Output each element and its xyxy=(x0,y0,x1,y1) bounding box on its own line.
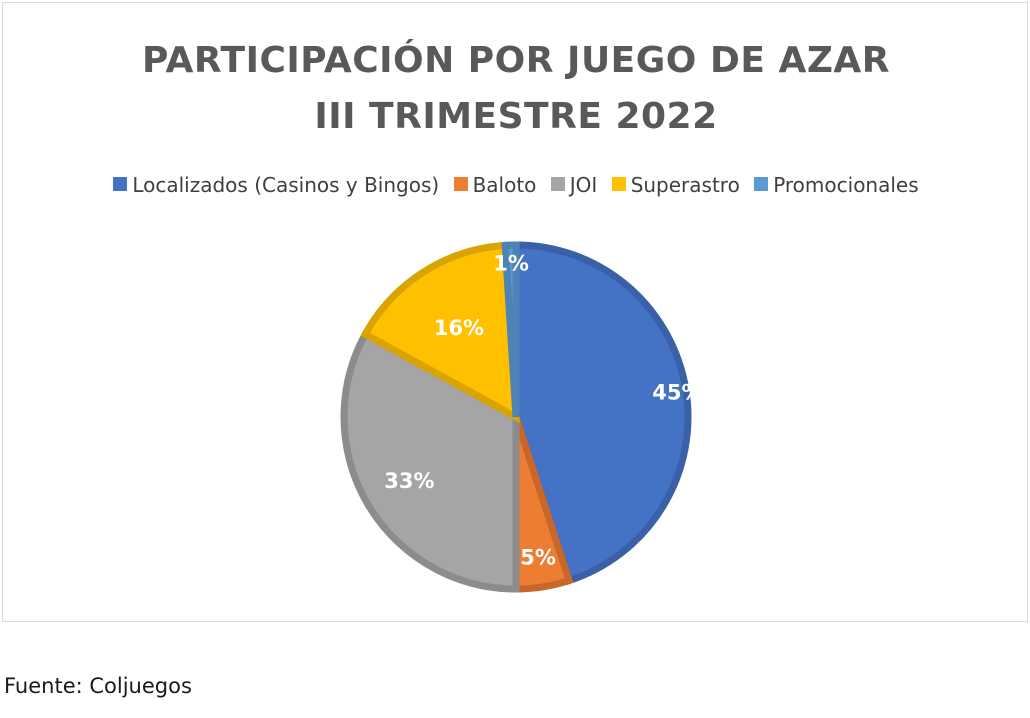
legend-swatch xyxy=(611,177,626,191)
legend-item-promocionales: Promocionales xyxy=(754,172,919,197)
legend-label: Localizados (Casinos y Bingos) xyxy=(132,172,440,197)
chart-legend: Localizados (Casinos y Bingos) Baloto JO… xyxy=(3,171,1029,197)
legend-item-joi: JOI xyxy=(550,172,598,197)
data-label: 16% xyxy=(434,316,484,340)
legend-item-localizados: Localizados (Casinos y Bingos) xyxy=(113,173,439,197)
pie-slice-superastro xyxy=(360,241,520,424)
legend-item-superastro: Superastro xyxy=(611,172,740,197)
data-label: 1% xyxy=(493,251,529,275)
legend-label: Superastro xyxy=(630,172,740,197)
pie-chart: 45% 5% 33% 16% 1% xyxy=(340,241,703,593)
pie-slice-joi xyxy=(340,329,520,593)
chart-title-line-2: III TRIMESTRE 2022 xyxy=(314,96,718,137)
pie-slice-promocionales xyxy=(501,241,520,418)
chart-title: PARTICIPACIÓN POR JUEGO DE AZAR III TRIM… xyxy=(3,33,1029,145)
legend-label: Promocionales xyxy=(773,172,919,197)
data-label: 45% xyxy=(652,380,702,404)
legend-swatch xyxy=(113,177,128,191)
legend-swatch xyxy=(453,177,468,191)
legend-item-baloto: Baloto xyxy=(453,172,537,197)
chart-frame: PARTICIPACIÓN POR JUEGO DE AZAR III TRIM… xyxy=(2,2,1028,622)
legend-label: JOI xyxy=(569,172,598,197)
data-label: 33% xyxy=(384,469,434,493)
legend-label: Baloto xyxy=(472,172,537,197)
chart-title-line-1: PARTICIPACIÓN POR JUEGO DE AZAR xyxy=(141,40,891,81)
pie-slice-localizados-casinos-y-bingos xyxy=(512,241,692,585)
source-note: Fuente: Coljuegos xyxy=(4,674,192,698)
legend-swatch xyxy=(754,177,769,191)
legend-swatch xyxy=(550,177,565,191)
data-label: 5% xyxy=(520,545,556,569)
